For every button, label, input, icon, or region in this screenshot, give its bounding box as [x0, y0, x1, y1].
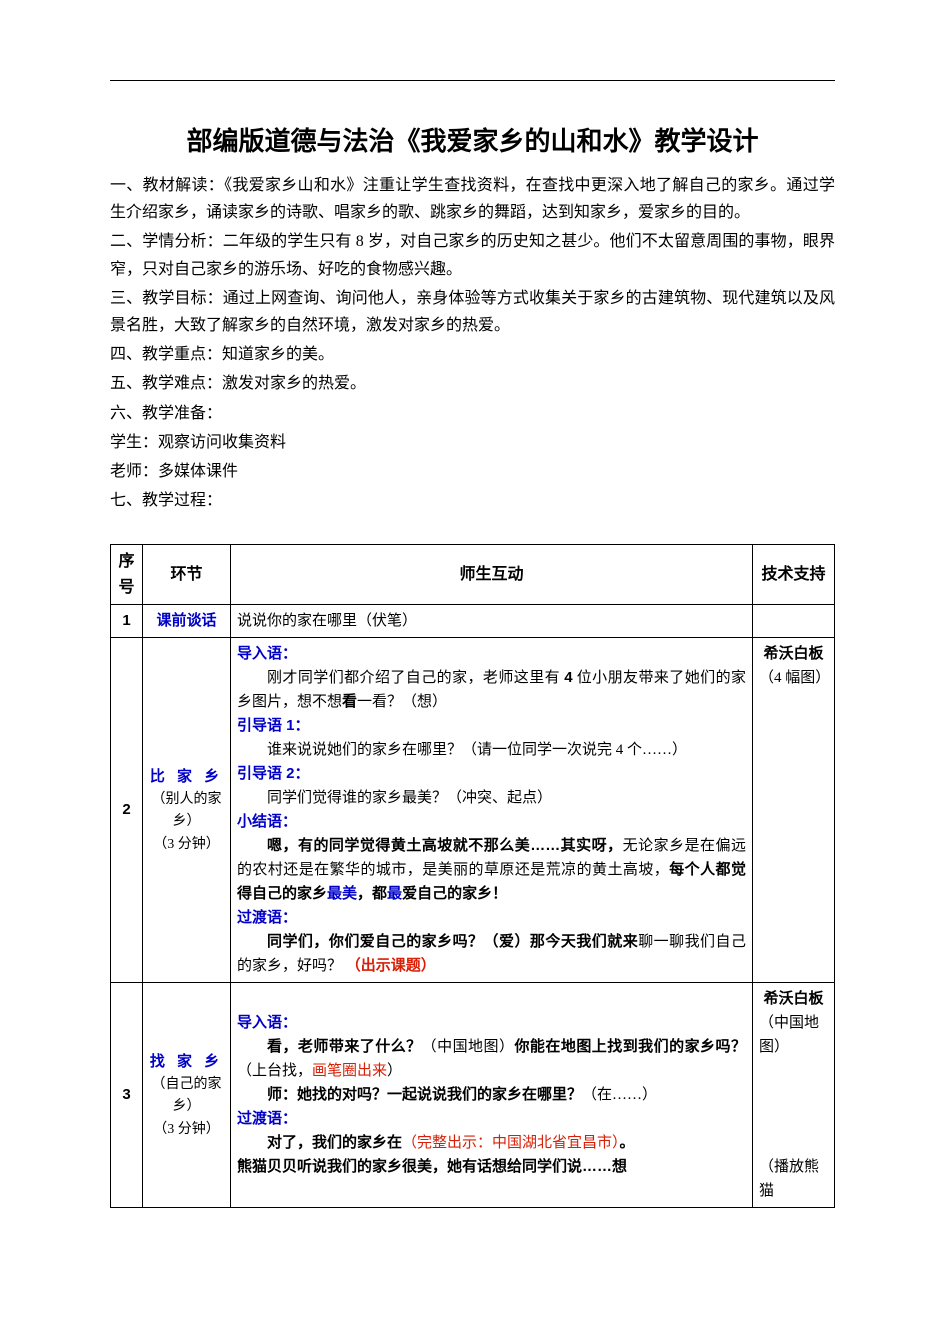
- stage-sub: （3 分钟）: [149, 1119, 224, 1141]
- cell-stage: 比 家 乡 （别人的家乡） （3 分钟）: [143, 638, 231, 983]
- stage-title: 课前谈话: [156, 612, 216, 629]
- t: （中国地图）: [422, 1039, 515, 1055]
- t: （出示课题）: [346, 957, 436, 974]
- t: 爱自己的家乡！: [402, 885, 507, 902]
- tech-sub: （4 幅图）: [759, 670, 830, 686]
- t: 你能在地图上找到我们的家乡吗？: [514, 1038, 746, 1055]
- intro-p3: 三、教学目标：通过上网查询、询问他人，亲身体验等方式收集关于家乡的古建筑物、现代…: [110, 285, 835, 339]
- intro-p6: 六、教学准备：: [110, 400, 835, 427]
- t: （上台找，: [237, 1063, 312, 1079]
- teacher-line: 师：她找的对吗？一起说说我们的家乡在哪里？（在……）: [237, 1083, 746, 1107]
- intro-p5: 五、教学难点：激发对家乡的热爱。: [110, 370, 835, 397]
- intro-p7: 学生：观察访问收集资料: [110, 429, 835, 456]
- cell-interaction: 导入语： 看，老师带来了什么？（中国地图）你能在地图上找到我们的家乡吗？ （上台找…: [231, 983, 753, 1208]
- intro-p9: 七、教学过程：: [110, 487, 835, 514]
- intro-p8: 老师：多媒体课件: [110, 458, 835, 485]
- lead-intro: 导入语：: [237, 645, 297, 662]
- cell-num: 2: [111, 638, 143, 983]
- intro-p4: 四、教学重点：知道家乡的美。: [110, 341, 835, 368]
- tech-sub: （中国地图）: [759, 1015, 819, 1055]
- stage-title: 找 家 乡: [149, 1050, 224, 1074]
- tech-sub: （播放熊猫: [759, 1159, 819, 1199]
- lead-intro: 导入语：: [237, 1014, 297, 1031]
- t: 画笔圈出来: [312, 1063, 387, 1079]
- cell-num: 1: [111, 605, 143, 638]
- t: 一看？（想）: [357, 694, 447, 710]
- t: 嗯，有的同学觉得黄土高坡就不那么美……其实呀，: [267, 837, 623, 854]
- t: 最: [387, 885, 402, 902]
- intro-p1: 一、教材解读：《我爱家乡山和水》注重让学生查找资料，在查找中更深入地了解自己的家…: [110, 172, 835, 226]
- intro-p2: 二、学情分析：二年级的学生只有 8 岁，对自己家乡的历史知之甚少。他们不太留意周…: [110, 228, 835, 282]
- cell-num: 3: [111, 983, 143, 1208]
- intro-line: 刚才同学们都介绍了自己的家，老师这里有 4 位小朋友带来了她们的家乡图片，想不想…: [237, 666, 746, 714]
- table-header-row: 序号 环节 师生互动 技术支持: [111, 545, 835, 605]
- table-row: 1 课前谈话 说说你的家在哪里（伏笔）: [111, 605, 835, 638]
- t: 刚才同学们都介绍了自己的家，老师这里有: [267, 670, 564, 686]
- t: （完整出示：中国湖北省宜昌市）: [402, 1135, 620, 1151]
- trans: 同学们，你们爱自己的家乡吗？（爱）那今天我们就来聊一聊我们自己的家乡，好吗？ （…: [237, 930, 746, 978]
- table-row: 2 比 家 乡 （别人的家乡） （3 分钟） 导入语： 刚才同学们都介绍了自己的…: [111, 638, 835, 983]
- page-title: 部编版道德与法治《我爱家乡的山和水》教学设计: [110, 121, 835, 158]
- th-interaction: 师生互动: [231, 545, 753, 605]
- stage-sub: （别人的家乡）: [149, 789, 224, 834]
- th-num: 序号: [111, 545, 143, 605]
- t: 最美: [327, 885, 357, 902]
- th-tech: 技术支持: [753, 545, 835, 605]
- t: ，都: [357, 885, 387, 902]
- lesson-table: 序号 环节 师生互动 技术支持 1 课前谈话 说说你的家在哪里（伏笔） 2 比 …: [110, 544, 835, 1208]
- th-stage: 环节: [143, 545, 231, 605]
- header-rule: [110, 80, 835, 81]
- t: 看，老师带来了什么？: [267, 1038, 422, 1055]
- t: 对了，我们的家乡在: [267, 1134, 402, 1151]
- stage-sub: （自己的家乡）: [149, 1074, 224, 1119]
- cell-stage: 课前谈话: [143, 605, 231, 638]
- trans: 对了，我们的家乡在（完整出示：中国湖北省宜昌市）。: [237, 1131, 746, 1155]
- t: ）: [387, 1063, 402, 1079]
- lead-trans: 过渡语：: [237, 909, 297, 926]
- cell-tech: [753, 605, 835, 638]
- stage-sub: （3 分钟）: [149, 834, 224, 856]
- stage-title: 比 家 乡: [149, 765, 224, 789]
- guide1: 谁来说说她们的家乡在哪里？（请一位同学一次说完 4 个……）: [237, 738, 746, 762]
- t: （在……）: [582, 1087, 657, 1103]
- tech-title: 希沃白板: [759, 642, 828, 666]
- tech-title: 希沃白板: [759, 987, 828, 1011]
- last-line: 熊猫贝贝听说我们的家乡很美，她有话想给同学们说……想: [237, 1155, 746, 1179]
- lead-guide1: 引导语 1：: [237, 717, 310, 734]
- spacer: [110, 516, 835, 544]
- cell-tech: 希沃白板 （4 幅图）: [753, 638, 835, 983]
- guide2: 同学们觉得谁的家乡最美？（冲突、起点）: [237, 786, 746, 810]
- summary: 嗯，有的同学觉得黄土高坡就不那么美……其实呀，无论家乡是在偏远的农村还是在繁华的…: [237, 834, 746, 906]
- intro-line: 看，老师带来了什么？（中国地图）你能在地图上找到我们的家乡吗？ （上台找，画笔圈出…: [237, 1035, 746, 1083]
- lead-trans: 过渡语：: [237, 1110, 297, 1127]
- cell-stage: 找 家 乡 （自己的家乡） （3 分钟）: [143, 983, 231, 1208]
- t: 。: [620, 1134, 635, 1151]
- cell-interaction: 说说你的家在哪里（伏笔）: [231, 605, 753, 638]
- lead-summary: 小结语：: [237, 813, 297, 830]
- intro-block: 一、教材解读：《我爱家乡山和水》注重让学生查找资料，在查找中更深入地了解自己的家…: [110, 172, 835, 514]
- cell-interaction: 导入语： 刚才同学们都介绍了自己的家，老师这里有 4 位小朋友带来了她们的家乡图…: [231, 638, 753, 983]
- cell-tech: 希沃白板 （中国地图） （播放熊猫: [753, 983, 835, 1208]
- t: 师：她找的对吗？一起说说我们的家乡在哪里？: [267, 1086, 582, 1103]
- table-row: 3 找 家 乡 （自己的家乡） （3 分钟） 导入语： 看，老师带来了什么？（中…: [111, 983, 835, 1208]
- t: 看: [342, 693, 357, 710]
- lead-guide2: 引导语 2：: [237, 765, 310, 782]
- t: 同学们，你们爱自己的家乡吗？（爱）那今天我们就来: [267, 933, 638, 950]
- t: 4: [564, 669, 572, 686]
